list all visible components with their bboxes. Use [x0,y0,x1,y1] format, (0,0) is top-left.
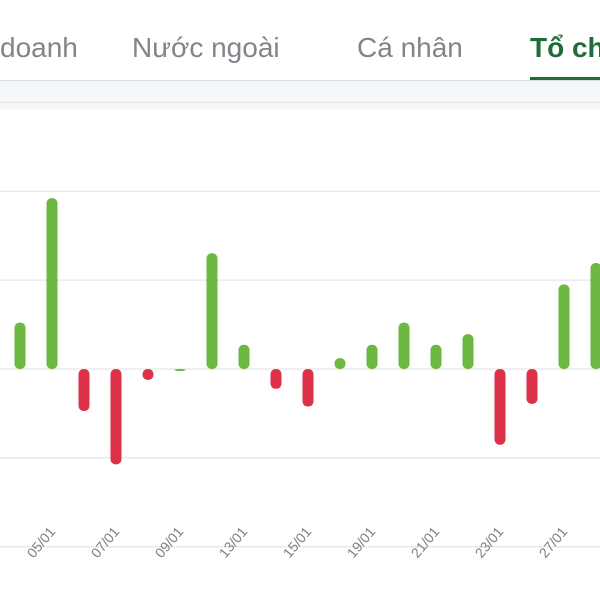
bar [238,344,250,370]
x-tick-label: 05/01 [24,523,59,560]
bar [270,369,282,389]
bar [206,253,218,370]
bar [430,344,442,370]
x-tick-label: 15/01 [280,523,315,560]
bar [526,369,538,404]
bar [46,198,58,370]
bar [110,369,122,465]
tab-separator [0,80,600,81]
tab[interactable]: doanh [0,32,78,63]
x-tick-label: 19/01 [344,523,379,560]
x-tick-label: 23/01 [472,523,507,560]
x-tick-label: 13/01 [216,523,251,560]
bar [462,334,474,370]
toolbar-band [0,81,600,109]
bar [494,369,506,445]
bar [334,358,346,370]
bar [174,369,186,372]
tab[interactable]: Nước ngoài [132,32,280,63]
bar [590,263,600,370]
x-tick-label: 27/01 [536,523,571,560]
bar [398,322,410,370]
bar [302,369,314,407]
tab[interactable]: Tổ ch [530,32,600,63]
bar [14,322,26,370]
x-tick-label: 07/01 [88,523,123,560]
bar [366,344,378,370]
bar [78,369,90,411]
x-tick-label: 21/01 [408,523,443,560]
bar [142,369,154,380]
active-tab-indicator [530,77,600,80]
x-tick-label: 09/01 [152,523,187,560]
tab[interactable]: Cá nhân [357,32,463,63]
bar [558,284,570,370]
